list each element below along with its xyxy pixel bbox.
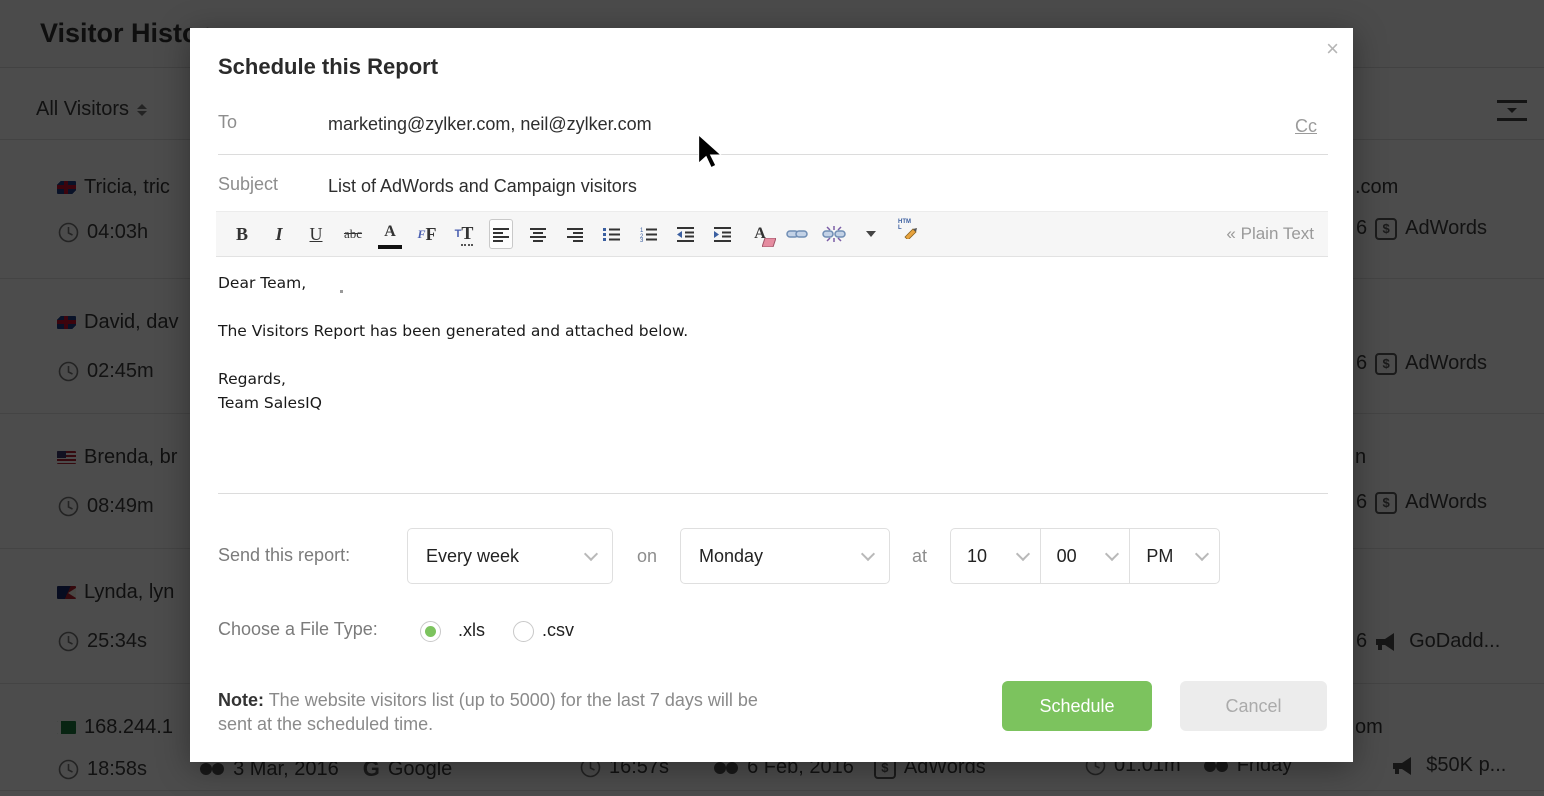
schedule-button[interactable]: Schedule [1002, 681, 1152, 731]
align-right-icon[interactable] [563, 219, 587, 249]
bold-icon[interactable]: B [235, 223, 248, 244]
svg-text:2: 2 [640, 234, 644, 240]
chevron-down-icon [1105, 546, 1120, 561]
align-center-icon[interactable] [526, 219, 550, 249]
csv-radio[interactable] [513, 621, 534, 642]
mouse-cursor-icon [698, 135, 723, 169]
cancel-button[interactable]: Cancel [1180, 681, 1327, 731]
on-label: on [637, 546, 658, 566]
note-text: Note: The website visitors list (up to 5… [218, 690, 758, 734]
hour-select[interactable]: 10 [951, 529, 1040, 583]
html-source-icon[interactable]: HTML [896, 219, 920, 249]
align-left-icon[interactable] [489, 219, 513, 249]
subject-input[interactable]: List of AdWords and Campaign visitors [328, 176, 637, 196]
font-color-icon[interactable]: A [378, 219, 402, 249]
cc-link[interactable]: Cc [1295, 116, 1317, 136]
chevron-down-icon [583, 546, 599, 561]
link-icon[interactable] [785, 219, 809, 249]
subject-label: Subject [218, 174, 279, 194]
modal-title: Schedule this Report [218, 54, 439, 79]
chevron-down-icon [860, 546, 876, 561]
file-type-label: Choose a File Type: [218, 619, 378, 639]
plain-text-toggle[interactable]: « Plain Text [1226, 224, 1314, 243]
unlink-icon[interactable] [822, 219, 846, 249]
note-label: Note: [218, 690, 264, 710]
xls-radio[interactable] [420, 621, 441, 642]
bulleted-list-icon[interactable] [600, 219, 624, 249]
body-line: Dear Team, [218, 274, 307, 292]
chevron-down-icon [1194, 546, 1210, 561]
frequency-select[interactable]: Every week [407, 528, 613, 584]
chevron-down-icon [1015, 546, 1030, 561]
body-line: Regards, [218, 370, 286, 388]
body-line: Team SalesIQ [218, 394, 322, 412]
underline-icon[interactable]: U [309, 223, 323, 244]
csv-option-label[interactable]: .csv [542, 620, 575, 640]
to-field-underline [218, 154, 1328, 155]
more-tools-icon[interactable] [859, 219, 883, 249]
schedule-report-modal: × Schedule this Report To marketing@zylk… [190, 28, 1353, 762]
section-divider [218, 493, 1328, 494]
close-icon[interactable]: × [1326, 36, 1339, 61]
text-caret [340, 290, 343, 293]
xls-option-label[interactable]: .xls [458, 620, 485, 640]
meridiem-select[interactable]: PM [1129, 529, 1219, 583]
radio-dot [425, 626, 436, 637]
clear-format-icon[interactable]: A [748, 219, 776, 249]
email-body-editor[interactable]: Dear Team, The Visitors Report has been … [218, 271, 1318, 415]
body-line [218, 295, 1318, 319]
day-select[interactable]: Monday [680, 528, 890, 584]
body-line: The Visitors Report has been generated a… [218, 322, 689, 340]
svg-text:1: 1 [640, 228, 644, 234]
at-label: at [912, 546, 928, 566]
italic-icon[interactable]: I [275, 223, 283, 244]
outdent-icon[interactable] [674, 219, 698, 249]
to-input[interactable]: marketing@zylker.com, neil@zylker.com [328, 114, 652, 134]
send-report-label: Send this report: [218, 545, 351, 565]
radio-dot [518, 626, 529, 637]
indent-icon[interactable] [711, 219, 735, 249]
strikethrough-icon[interactable]: abc [343, 226, 363, 241]
svg-text:3: 3 [640, 238, 644, 242]
body-line [218, 343, 1318, 367]
to-label: To [218, 112, 238, 132]
time-select-group: 10 00 PM [950, 528, 1220, 584]
minute-select[interactable]: 00 [1039, 529, 1130, 583]
